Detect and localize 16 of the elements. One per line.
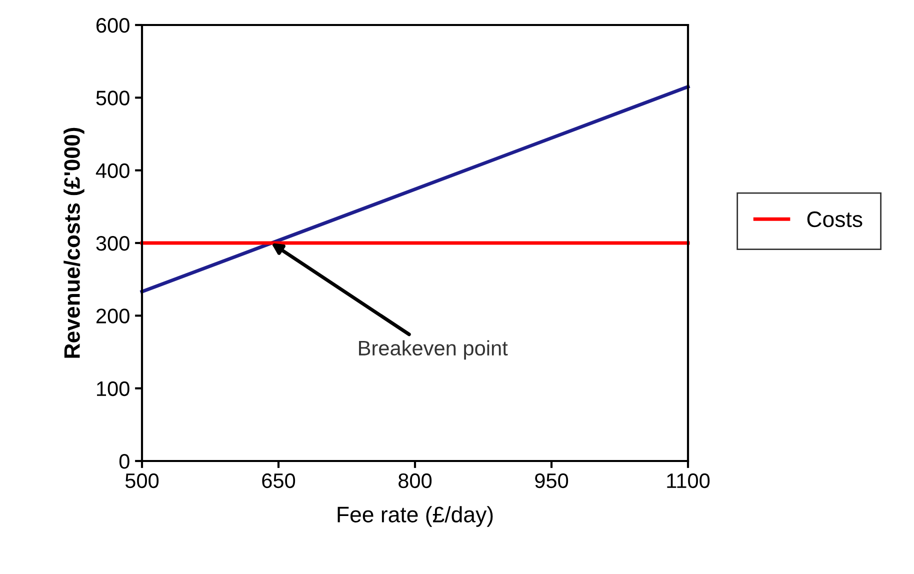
legend-label: Costs: [807, 211, 862, 228]
y-axis-title: Revenue/costs (£'000): [64, 128, 84, 358]
y-tick-label: 600: [96, 18, 130, 33]
y-tick-label: 0: [119, 454, 130, 469]
x-tick-label: 800: [398, 473, 432, 488]
x-tick-label: 1100: [667, 473, 710, 488]
y-tick-label: 200: [96, 308, 130, 324]
x-axis-title: Fee rate (£/day): [338, 506, 493, 527]
annotation: Breakeven point: [359, 340, 508, 360]
y-tick-label: 100: [97, 381, 130, 396]
y-tick-label: 400: [96, 163, 130, 178]
x-tick-label: 650: [262, 473, 296, 488]
x-tick-label: 950: [535, 473, 568, 488]
y-tick-label: 300: [96, 236, 130, 251]
x-tick-label: 500: [125, 473, 159, 488]
y-tick-label: 500: [96, 90, 130, 106]
